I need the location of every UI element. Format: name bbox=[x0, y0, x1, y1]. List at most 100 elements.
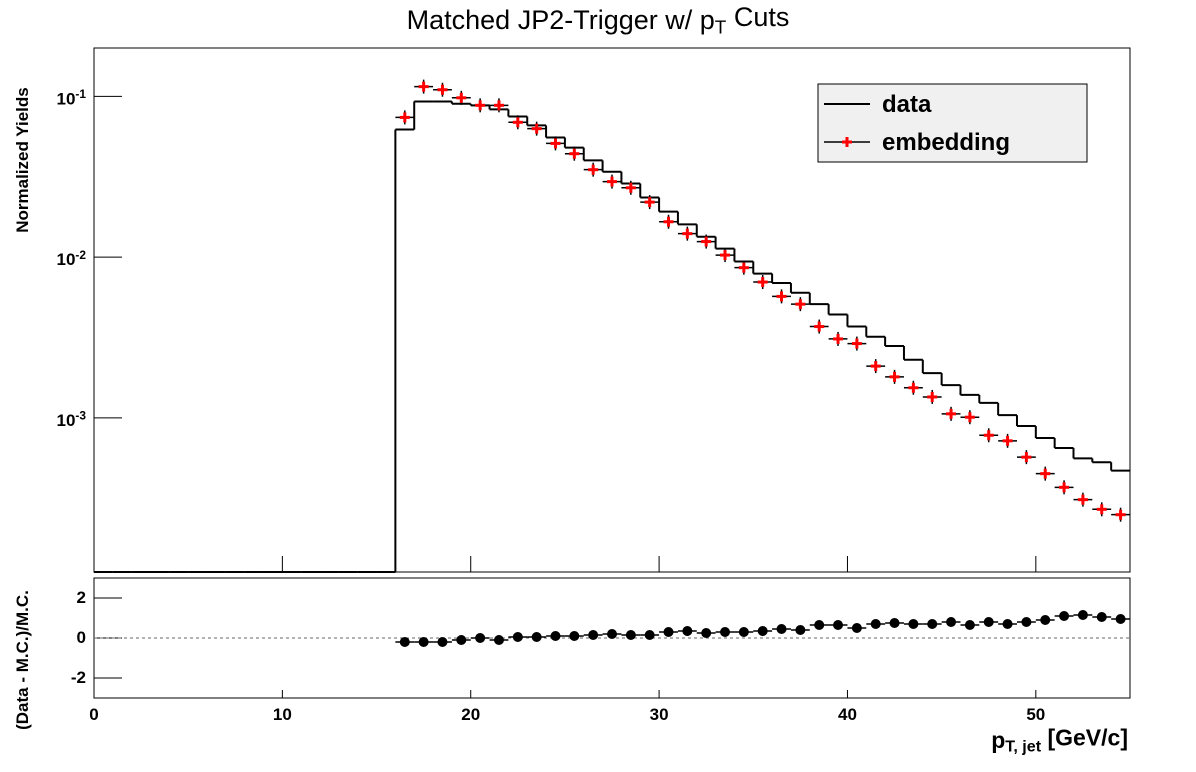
data-point bbox=[489, 635, 509, 645]
data-point bbox=[941, 406, 961, 421]
marker bbox=[535, 123, 539, 134]
data-point bbox=[414, 637, 434, 647]
marker bbox=[610, 176, 614, 187]
marker bbox=[930, 391, 934, 402]
marker bbox=[1006, 435, 1010, 446]
marker bbox=[553, 138, 557, 149]
data-point bbox=[1016, 617, 1036, 627]
x-tick-label: 10 bbox=[273, 705, 292, 724]
data-point bbox=[583, 630, 603, 640]
marker bbox=[720, 627, 731, 637]
y-tick-label: -2 bbox=[71, 668, 86, 687]
marker bbox=[422, 81, 426, 92]
data-point bbox=[885, 618, 904, 628]
data-point bbox=[753, 626, 773, 636]
data-point bbox=[546, 136, 565, 151]
data-point bbox=[395, 637, 415, 647]
marker bbox=[833, 620, 844, 630]
data-point bbox=[1111, 614, 1130, 624]
ratio-y-axis-label: (Data - M.C.)/M.C. bbox=[13, 590, 32, 730]
y-tick-label: 10-3 bbox=[57, 409, 87, 431]
data-point bbox=[527, 121, 547, 136]
data-point bbox=[602, 629, 622, 639]
data-point bbox=[640, 630, 660, 640]
marker bbox=[814, 620, 825, 630]
data-point bbox=[1054, 611, 1074, 621]
data-point bbox=[960, 620, 980, 630]
marker bbox=[795, 625, 806, 635]
marker bbox=[644, 630, 655, 640]
legend-label: data bbox=[882, 91, 932, 118]
marker bbox=[588, 630, 599, 640]
data-point bbox=[564, 631, 584, 641]
marker bbox=[403, 112, 407, 123]
marker bbox=[399, 637, 410, 647]
data-point bbox=[659, 627, 678, 637]
data-point bbox=[715, 248, 735, 263]
data-point bbox=[1073, 610, 1093, 620]
data-point bbox=[979, 617, 999, 627]
data-point bbox=[772, 624, 791, 634]
data-point bbox=[979, 428, 999, 443]
data-point bbox=[847, 336, 867, 351]
x-tick-label: 0 bbox=[89, 705, 98, 724]
data-point bbox=[470, 633, 490, 643]
data-point bbox=[546, 631, 565, 641]
marker bbox=[1024, 452, 1028, 463]
data-point bbox=[790, 625, 810, 635]
y-axis-label: Normalized Yields bbox=[13, 87, 32, 233]
data-point bbox=[847, 623, 867, 633]
marker bbox=[667, 216, 671, 227]
marker bbox=[798, 299, 802, 310]
marker bbox=[1062, 482, 1066, 493]
marker bbox=[629, 182, 633, 193]
data-point bbox=[508, 115, 528, 130]
data-point bbox=[602, 174, 622, 189]
marker bbox=[459, 92, 463, 103]
marker bbox=[911, 382, 915, 393]
marker bbox=[418, 637, 429, 647]
y-tick-label: 10-2 bbox=[57, 248, 87, 270]
legend-label: embedding bbox=[882, 129, 1010, 156]
data-point bbox=[790, 297, 810, 312]
marker bbox=[946, 617, 957, 627]
marker bbox=[908, 619, 919, 629]
marker bbox=[1077, 610, 1088, 620]
x-tick-label: 40 bbox=[838, 705, 857, 724]
marker bbox=[987, 430, 991, 441]
marker bbox=[1021, 617, 1032, 627]
data-point bbox=[734, 260, 754, 275]
data-point bbox=[998, 619, 1017, 629]
marker bbox=[738, 627, 749, 637]
data-point bbox=[922, 389, 942, 404]
data-point bbox=[1092, 612, 1112, 622]
data-point bbox=[621, 180, 641, 195]
data-point bbox=[640, 195, 660, 210]
data-point bbox=[659, 214, 678, 229]
data-point bbox=[433, 82, 452, 97]
data-point bbox=[903, 380, 923, 395]
marker bbox=[701, 628, 712, 638]
marker bbox=[1043, 468, 1047, 479]
data-point bbox=[677, 226, 697, 241]
marker bbox=[893, 371, 897, 382]
y-tick-label: 0 bbox=[77, 628, 86, 647]
data-point bbox=[828, 620, 848, 630]
data-point bbox=[1111, 507, 1130, 522]
data-point bbox=[1073, 492, 1093, 507]
data-point bbox=[677, 626, 697, 636]
data-point bbox=[1035, 615, 1055, 625]
y-tick-label: 10-1 bbox=[57, 87, 87, 109]
marker bbox=[851, 623, 862, 633]
y-tick-label: 2 bbox=[77, 588, 86, 607]
data-point bbox=[1054, 480, 1074, 495]
data-point bbox=[395, 110, 415, 125]
data-point bbox=[696, 628, 716, 638]
marker bbox=[1119, 509, 1123, 520]
data-point bbox=[470, 98, 490, 113]
marker bbox=[949, 408, 953, 419]
data-point bbox=[1035, 466, 1055, 481]
marker bbox=[663, 627, 674, 637]
marker bbox=[836, 333, 840, 344]
marker bbox=[742, 262, 746, 273]
